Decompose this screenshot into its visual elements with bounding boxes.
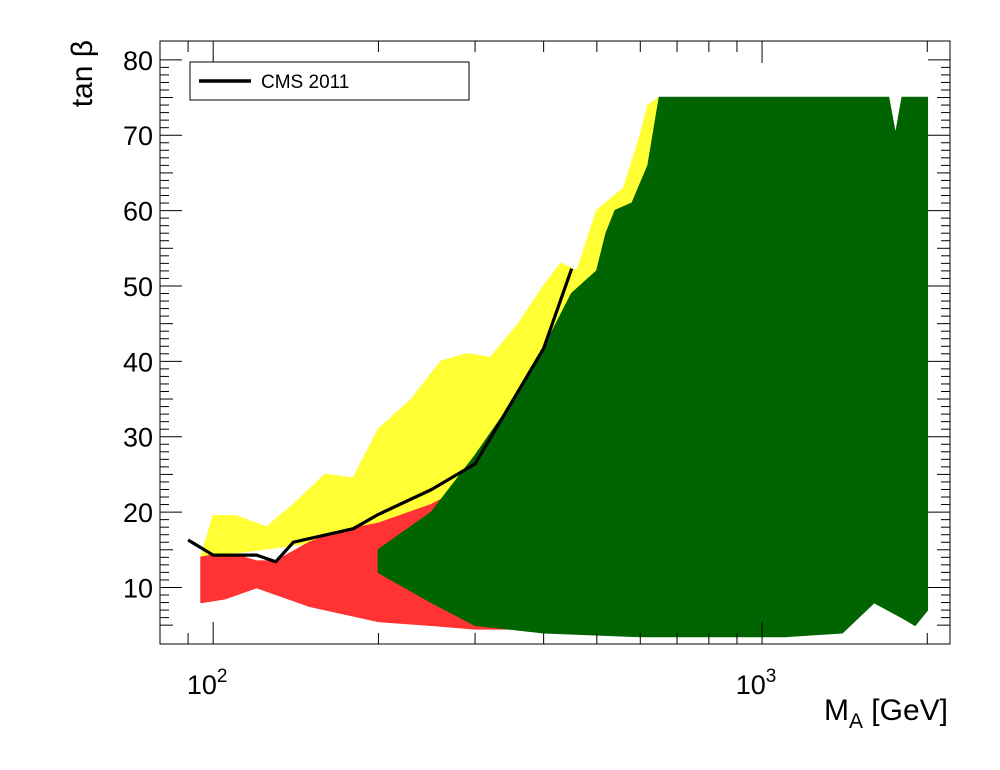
y-tick-labels: 10 20 30 40 50 60 70 80 bbox=[123, 46, 153, 604]
y-tick-label: 30 bbox=[123, 423, 153, 453]
y-tick-label: 80 bbox=[123, 46, 153, 76]
y-tick-label: 60 bbox=[123, 197, 153, 227]
line-layer bbox=[187, 268, 574, 564]
x-tick-label: 102 bbox=[187, 666, 228, 700]
y-tick-label: 50 bbox=[123, 272, 153, 302]
axis-ticks bbox=[160, 41, 950, 644]
x-axis-title: MA [GeV] bbox=[824, 694, 948, 733]
y-tick-label: 10 bbox=[123, 573, 153, 603]
y-tick-label: 40 bbox=[123, 347, 153, 377]
x-tick-labels: 102 103 bbox=[187, 666, 776, 700]
legend-label-cms-2011: CMS 2011 bbox=[261, 72, 349, 93]
y-tick-label: 20 bbox=[123, 498, 153, 528]
plot-frame bbox=[159, 40, 951, 645]
region-3 bbox=[377, 96, 929, 638]
data-regions bbox=[200, 96, 929, 638]
y-axis-title: tan β bbox=[66, 40, 99, 107]
y-tick-label: 70 bbox=[123, 121, 153, 151]
legend: CMS 2011 bbox=[189, 61, 470, 101]
x-tick-label: 103 bbox=[736, 666, 777, 700]
